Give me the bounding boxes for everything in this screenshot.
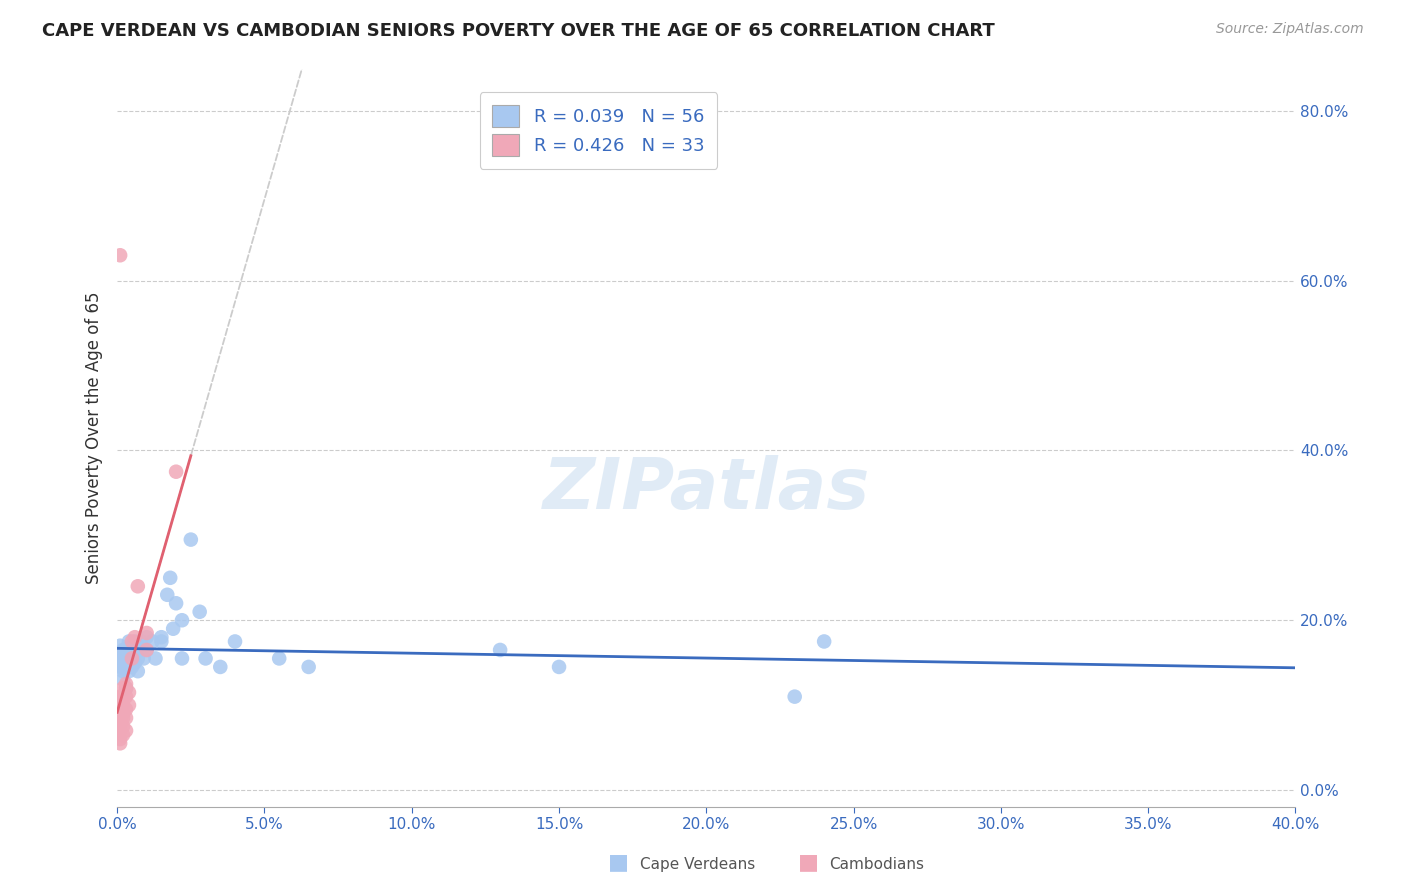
Point <box>118 651 141 665</box>
Point <box>180 533 202 547</box>
Point <box>108 651 131 665</box>
Point <box>112 719 135 733</box>
Legend: R = 0.039   N = 56, R = 0.426   N = 33: R = 0.039 N = 56, R = 0.426 N = 33 <box>479 92 717 169</box>
Point <box>127 639 149 653</box>
Point <box>115 690 138 704</box>
Point <box>115 660 138 674</box>
Point <box>121 634 143 648</box>
Point <box>108 690 131 704</box>
Point <box>112 664 135 678</box>
Point <box>108 715 131 730</box>
Point <box>150 634 173 648</box>
Point <box>188 605 211 619</box>
Point <box>489 643 512 657</box>
Point <box>135 630 157 644</box>
Point <box>159 571 181 585</box>
Text: Cape Verdeans: Cape Verdeans <box>640 857 755 872</box>
Point <box>115 656 138 670</box>
Point <box>124 647 146 661</box>
Point <box>108 651 131 665</box>
Point <box>112 728 135 742</box>
Point <box>108 723 131 738</box>
Point <box>112 651 135 665</box>
Point <box>108 698 131 713</box>
Point <box>124 634 146 648</box>
Point <box>141 634 163 648</box>
Point <box>156 588 179 602</box>
Text: ZIPatlas: ZIPatlas <box>543 455 870 524</box>
Point <box>269 651 291 665</box>
Point <box>121 660 143 674</box>
Text: ■: ■ <box>799 853 818 872</box>
Point <box>127 651 149 665</box>
Point <box>108 639 131 653</box>
Point <box>150 630 173 644</box>
Point <box>112 698 135 713</box>
Point <box>118 647 141 661</box>
Point <box>115 651 138 665</box>
Point <box>112 643 135 657</box>
Point <box>135 643 157 657</box>
Point <box>108 647 131 661</box>
Point <box>127 664 149 678</box>
Point <box>115 702 138 716</box>
Point <box>121 651 143 665</box>
Point <box>115 723 138 738</box>
Point <box>112 647 135 661</box>
Point <box>112 690 135 704</box>
Point <box>108 660 131 674</box>
Point <box>108 719 131 733</box>
Point <box>135 643 157 657</box>
Point <box>108 736 131 750</box>
Point <box>129 634 152 648</box>
Point <box>112 711 135 725</box>
Point <box>115 677 138 691</box>
Point <box>115 647 138 661</box>
Point <box>813 634 835 648</box>
Point <box>115 681 138 695</box>
Point <box>145 651 167 665</box>
Point <box>298 660 321 674</box>
Text: CAPE VERDEAN VS CAMBODIAN SENIORS POVERTY OVER THE AGE OF 65 CORRELATION CHART: CAPE VERDEAN VS CAMBODIAN SENIORS POVERT… <box>42 22 995 40</box>
Point <box>170 613 193 627</box>
Point <box>115 681 138 695</box>
Point <box>118 664 141 678</box>
Point <box>118 643 141 657</box>
Point <box>108 711 131 725</box>
Point <box>115 643 138 657</box>
Y-axis label: Seniors Poverty Over the Age of 65: Seniors Poverty Over the Age of 65 <box>86 292 103 584</box>
Point <box>124 656 146 670</box>
Point <box>118 634 141 648</box>
Point <box>108 706 131 721</box>
Point <box>127 579 149 593</box>
Point <box>548 660 571 674</box>
Point <box>121 639 143 653</box>
Point <box>121 651 143 665</box>
Point <box>162 622 184 636</box>
Text: Cambodians: Cambodians <box>830 857 925 872</box>
Point <box>224 634 246 648</box>
Point <box>108 694 131 708</box>
Text: ■: ■ <box>609 853 628 872</box>
Point <box>112 660 135 674</box>
Point <box>112 706 135 721</box>
Point <box>108 732 131 747</box>
Point <box>115 711 138 725</box>
Text: Source: ZipAtlas.com: Source: ZipAtlas.com <box>1216 22 1364 37</box>
Point <box>165 596 187 610</box>
Point <box>118 685 141 699</box>
Point <box>170 651 193 665</box>
Point <box>194 651 217 665</box>
Point <box>132 651 155 665</box>
Point <box>209 660 232 674</box>
Point <box>165 465 187 479</box>
Point <box>135 626 157 640</box>
Point <box>108 248 131 262</box>
Point <box>118 698 141 713</box>
Point <box>112 681 135 695</box>
Point <box>112 673 135 687</box>
Point <box>783 690 806 704</box>
Point <box>124 630 146 644</box>
